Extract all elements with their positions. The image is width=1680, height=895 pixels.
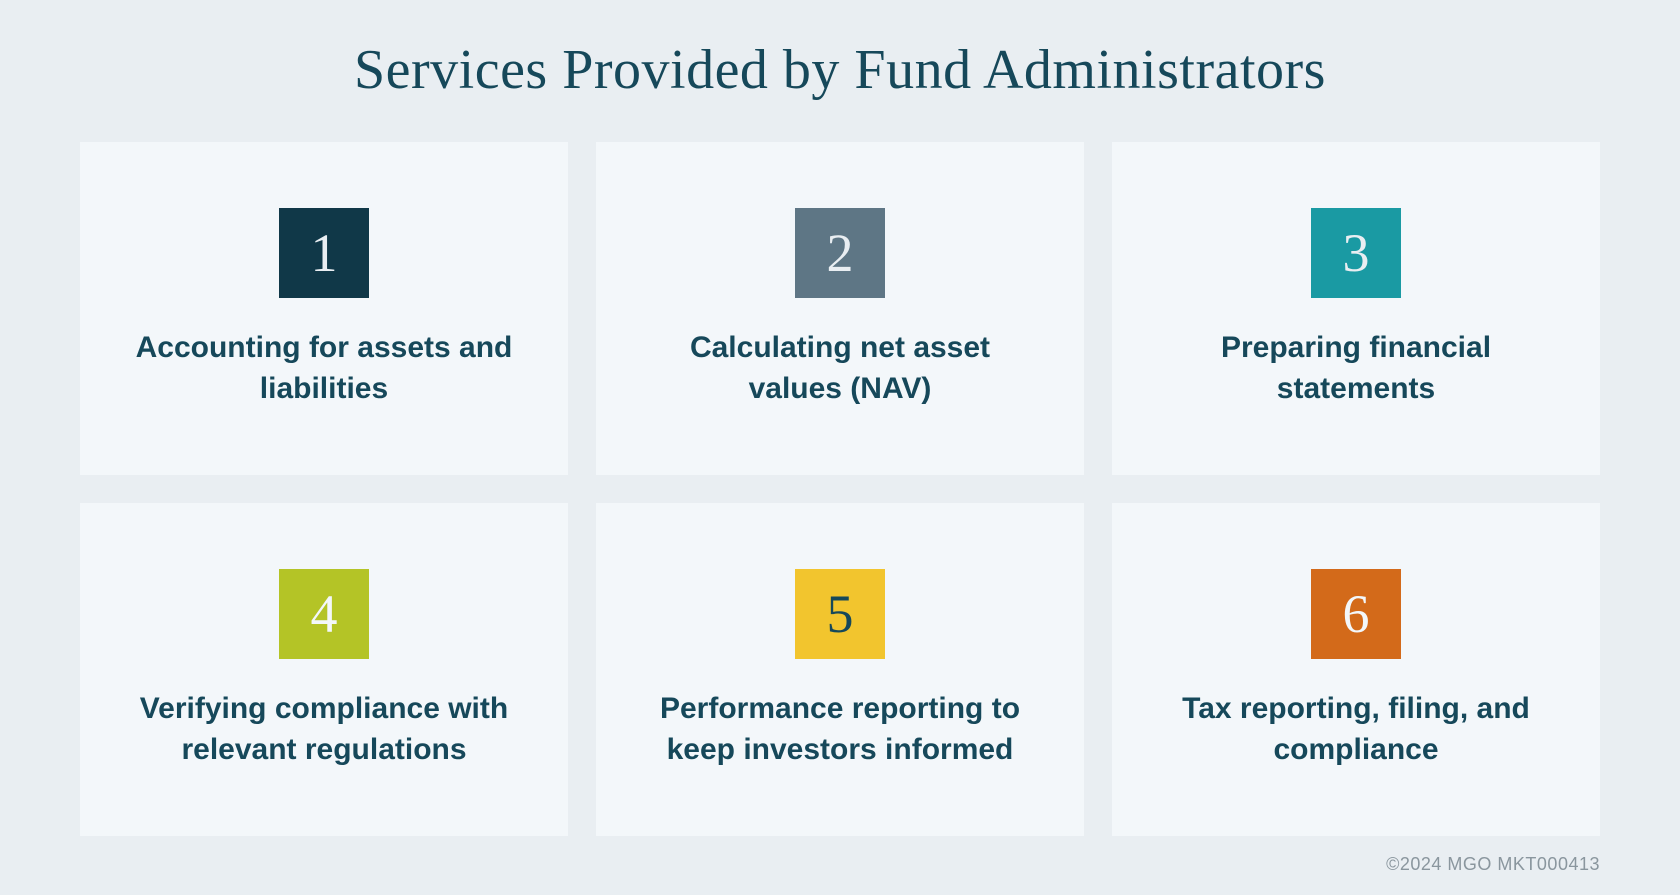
card-2: 2 Calculating net asset values (NAV) (596, 142, 1084, 475)
card-3: 3 Preparing financial statements (1112, 142, 1600, 475)
card-5: 5 Performance reporting to keep investor… (596, 503, 1084, 836)
footer-copyright: ©2024 MGO MKT000413 (80, 854, 1600, 875)
card-1: 1 Accounting for assets and liabilities (80, 142, 568, 475)
card-4-label: Verifying compliance with relevant regul… (124, 689, 524, 770)
card-6-label: Tax reporting, filing, and compliance (1156, 689, 1556, 770)
card-6-badge: 6 (1311, 569, 1401, 659)
card-1-label: Accounting for assets and liabilities (124, 328, 524, 409)
card-6: 6 Tax reporting, filing, and compliance (1112, 503, 1600, 836)
card-2-label: Calculating net asset values (NAV) (640, 328, 1040, 409)
card-5-badge: 5 (795, 569, 885, 659)
card-2-badge: 2 (795, 208, 885, 298)
card-5-label: Performance reporting to keep investors … (640, 689, 1040, 770)
card-3-badge: 3 (1311, 208, 1401, 298)
card-4-badge: 4 (279, 569, 369, 659)
cards-grid: 1 Accounting for assets and liabilities … (80, 142, 1600, 836)
card-4: 4 Verifying compliance with relevant reg… (80, 503, 568, 836)
page-title: Services Provided by Fund Administrators (80, 38, 1600, 102)
card-1-badge: 1 (279, 208, 369, 298)
card-3-label: Preparing financial statements (1156, 328, 1556, 409)
